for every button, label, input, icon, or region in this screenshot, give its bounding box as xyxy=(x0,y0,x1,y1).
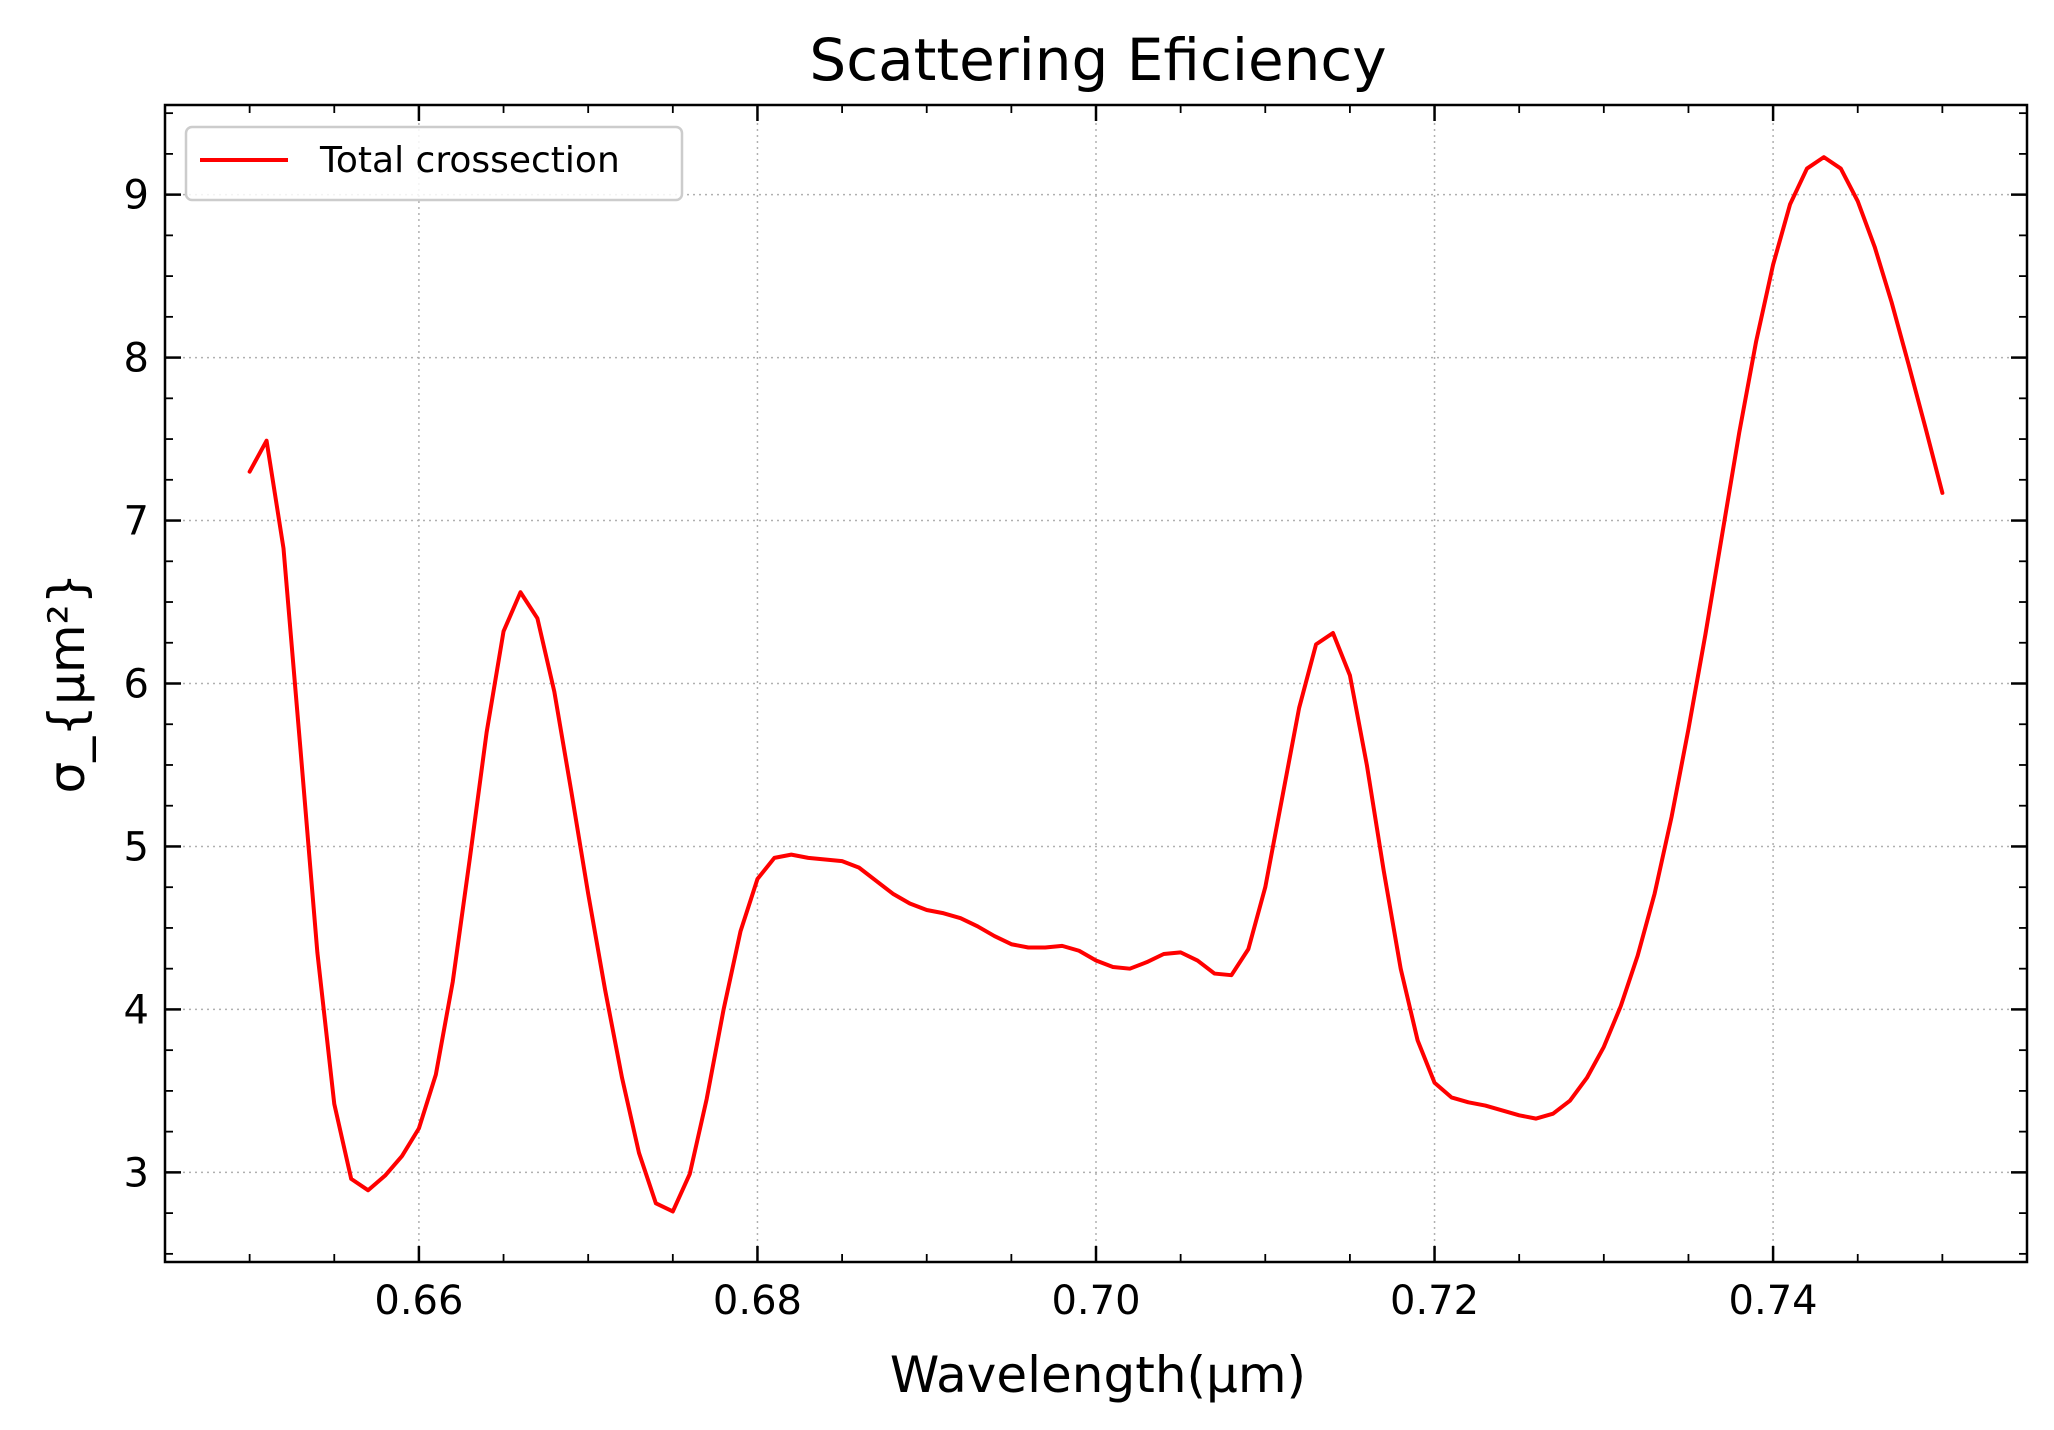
grid xyxy=(165,105,2027,1262)
y-tick-label: 6 xyxy=(124,662,149,708)
series-layer xyxy=(247,155,1945,1214)
x-tick-label: 0.68 xyxy=(713,1278,802,1324)
y-tick-label: 8 xyxy=(124,336,149,382)
x-axis-label: Wavelength(μm) xyxy=(890,1346,1306,1404)
ticks xyxy=(164,105,2028,1262)
y-tick-label: 5 xyxy=(124,824,149,870)
chart-title: Scattering Eficiency xyxy=(809,26,1386,94)
y-tick-label: 4 xyxy=(124,987,149,1033)
legend: Total crossection xyxy=(184,125,684,202)
plot-frame xyxy=(163,103,2029,1264)
x-tick-label: 0.70 xyxy=(1051,1278,1140,1324)
x-tick-label: 0.74 xyxy=(1729,1278,1818,1324)
series-line-total-crossection xyxy=(247,155,1945,1214)
x-tick-label: 0.72 xyxy=(1390,1278,1479,1324)
tick-labels: 0.66 0.68 0.70 0.72 0.74 3 4 5 6 7 8 9 xyxy=(124,173,1818,1324)
y-tick-label: 9 xyxy=(124,173,149,219)
y-tick-label: 3 xyxy=(124,1150,149,1196)
legend-box xyxy=(184,125,684,202)
legend-label: Total crossection xyxy=(319,140,620,181)
y-tick-label: 7 xyxy=(124,499,149,545)
y-axis-label: σ_{μm²} xyxy=(38,573,96,794)
x-tick-label: 0.66 xyxy=(374,1278,463,1324)
